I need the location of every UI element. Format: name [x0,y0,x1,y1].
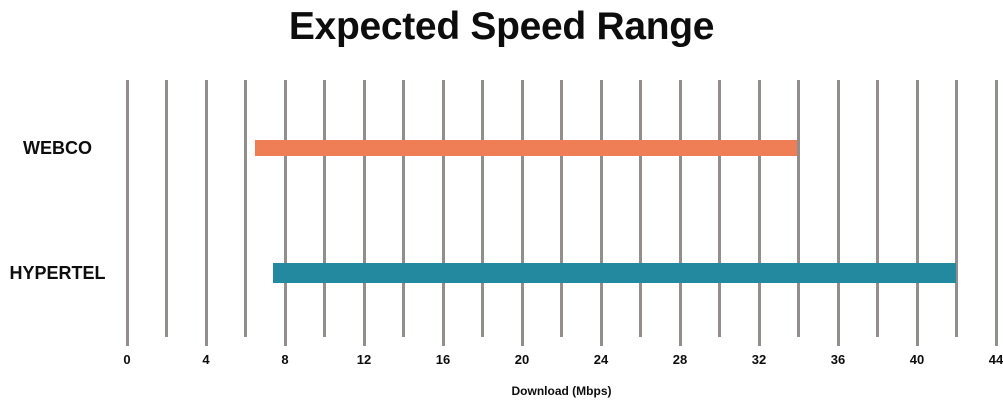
gridline [165,80,168,337]
axis-tick-label: 44 [988,352,1003,367]
axis-tick [678,337,682,346]
gridline [797,80,800,337]
axis-tick [836,337,840,346]
axis-tick [362,337,366,346]
axis-tick [441,337,445,346]
gridline [599,80,603,337]
axis-tick [520,337,524,346]
gridline [520,80,524,337]
axis-tick [915,337,919,346]
axis-tick-label: 36 [830,352,846,367]
axis-tick [599,337,603,346]
bar-hypertel [273,263,957,283]
gridline [876,80,879,337]
gridline [402,80,405,337]
gridline [560,80,563,337]
axis-tick-label: 28 [672,352,688,367]
gridline [757,80,761,337]
bar-webco [255,140,797,156]
chart-title: Expected Speed Range [288,5,715,48]
gridline [718,80,721,337]
axis-tick-label: 0 [123,352,131,367]
gridline [441,80,445,337]
gridline [955,80,958,337]
axis-tick-label: 8 [281,352,289,367]
axis-tick-label: 24 [593,352,609,367]
axis-tick-label: 12 [356,352,372,367]
axis-tick-label: 4 [202,352,210,367]
axis-tick [994,337,998,346]
gridline [244,80,247,337]
x-axis-title: Download (Mbps) [511,384,612,398]
gridline [639,80,642,337]
axis-tick [757,337,761,346]
gridline [283,80,287,337]
axis-tick-label: 20 [514,352,530,367]
gridline [836,80,840,337]
category-label-webco: WEBCO [23,138,92,158]
gridline [362,80,366,337]
axis-tick [283,337,287,346]
gridline [481,80,484,337]
gridline [994,80,998,337]
axis-tick-label: 16 [435,352,451,367]
gridline [915,80,919,337]
plot-area: 0 4 8 12 16 20 24 28 32 36 40 44 [123,80,1003,367]
axis-tick [204,337,208,346]
gridline [125,80,129,337]
axis-tick [125,337,129,346]
axis-tick-label: 40 [909,352,925,367]
gridline [678,80,682,337]
category-label-hypertel: HYPERTEL [9,263,106,283]
gridline [204,80,208,337]
axis-tick-label: 32 [751,352,767,367]
gridline [323,80,326,337]
